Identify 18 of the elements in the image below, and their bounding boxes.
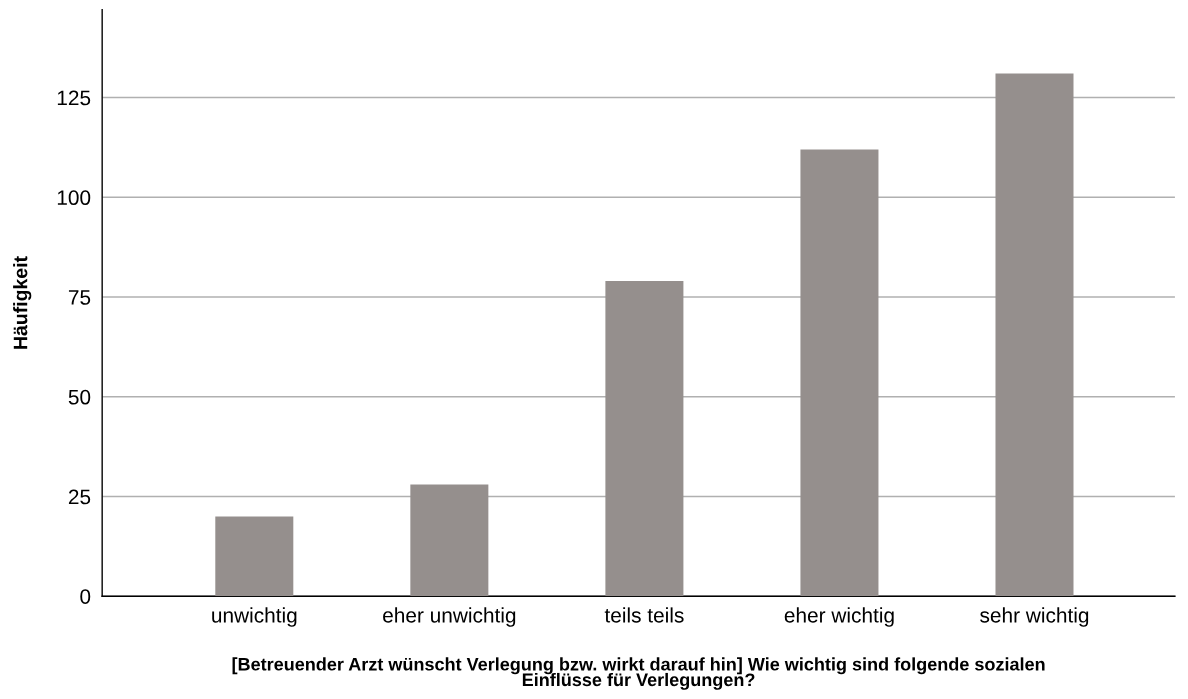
y-axis-title: Häufigkeit xyxy=(13,256,32,349)
x-tick-label: eher unwichtig xyxy=(383,607,516,627)
y-tick-label: 50 xyxy=(68,389,91,405)
x-tick-label: teils teils xyxy=(604,607,684,623)
bar xyxy=(800,149,879,597)
x-tick-label: unwichtig xyxy=(212,607,297,627)
y-tick-label: 100 xyxy=(57,190,91,206)
x-tick-label: eher wichtig xyxy=(784,607,894,627)
y-tick-label: 75 xyxy=(68,290,91,305)
x-axis-title: [Betreuender Arzt wünscht Verlegung bzw. wirkt darauf hin] Wie wichtig sind folgende sozialen Einflüsse für Verlegungen? xyxy=(232,657,1045,690)
bar xyxy=(215,516,294,597)
x-tick-label: sehr wichtig xyxy=(980,607,1089,627)
y-tick-label: 25 xyxy=(68,489,91,505)
y-tick-label: 125 xyxy=(57,90,91,106)
bar xyxy=(605,281,684,597)
y-tick-label: 0 xyxy=(80,589,91,604)
bar xyxy=(410,484,489,597)
bar xyxy=(995,73,1074,597)
